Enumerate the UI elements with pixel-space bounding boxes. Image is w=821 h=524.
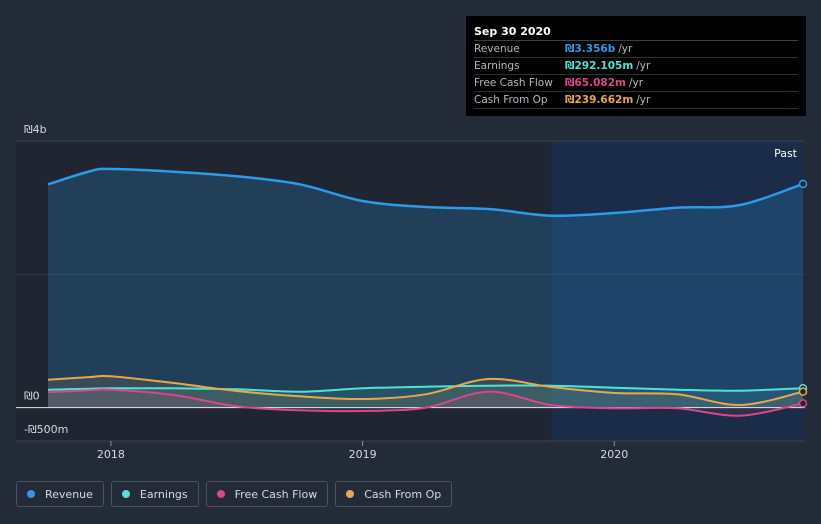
tooltip-label: Free Cash Flow xyxy=(474,77,553,89)
legend-item-cash-from-op[interactable]: Cash From Op xyxy=(335,481,453,507)
earnings-line xyxy=(47,384,804,393)
revenue-line xyxy=(47,167,804,218)
tooltip-label: Earnings xyxy=(474,60,520,72)
cash-from-op-line xyxy=(47,374,804,407)
tooltip-unit: /yr xyxy=(636,94,651,106)
tooltip-row-revenue: Revenue ₪3.356b /yr xyxy=(474,41,798,58)
x-tick-label: 2020 xyxy=(600,448,628,461)
tooltip-value: ₪3.356b xyxy=(565,43,616,55)
cash-from-op-endpoint xyxy=(798,387,808,396)
legend-item-free-cash-flow[interactable]: Free Cash Flow xyxy=(205,481,329,507)
tooltip-unit: /yr xyxy=(636,60,651,72)
cash-from-op-area xyxy=(48,375,803,408)
revenue-area xyxy=(48,168,803,408)
legend: Revenue Earnings Free Cash Flow Cash Fro… xyxy=(16,481,453,507)
legend-dot-icon xyxy=(346,490,355,498)
tooltip-row-cash-from-op: Cash From Op ₪239.662m /yr xyxy=(474,92,798,109)
tooltip: Sep 30 2020 Revenue ₪3.356b /yr Earnings… xyxy=(466,16,806,116)
tooltip-label: Revenue xyxy=(474,43,520,55)
tooltip-date: Sep 30 2020 xyxy=(474,24,798,41)
legend-dot-icon xyxy=(27,490,35,498)
x-tick-label: 2018 xyxy=(97,448,125,461)
y-tick-label: -₪500m xyxy=(24,423,68,436)
tooltip-value: ₪239.662m xyxy=(565,94,634,106)
tooltip-value: ₪65.082m xyxy=(565,77,626,89)
tooltip-label: Cash From Op xyxy=(474,94,548,106)
legend-label: Revenue xyxy=(45,487,93,501)
legend-label: Earnings xyxy=(139,487,188,501)
legend-label: Cash From Op xyxy=(364,487,442,501)
free-cash-flow-area xyxy=(48,389,803,416)
legend-dot-icon xyxy=(216,490,225,498)
tooltip-value: ₪292.105m xyxy=(565,60,634,72)
tooltip-row-free-cash-flow: Free Cash Flow ₪65.082m /yr xyxy=(474,75,798,92)
legend-dot-icon xyxy=(121,490,130,498)
x-tick-label: 2019 xyxy=(349,448,377,461)
legend-item-earnings[interactable]: Earnings xyxy=(110,481,199,507)
past-label: Past xyxy=(774,147,798,160)
y-tick-label: ₪0 xyxy=(24,390,40,403)
tooltip-unit: /yr xyxy=(628,77,644,89)
y-tick-label: ₪4b xyxy=(24,123,47,136)
legend-label: Free Cash Flow xyxy=(234,487,318,501)
revenue-endpoint xyxy=(798,179,808,189)
legend-item-revenue[interactable]: Revenue xyxy=(16,481,104,507)
tooltip-row-earnings: Earnings ₪292.105m /yr xyxy=(474,58,798,75)
free-cash-flow-endpoint xyxy=(798,399,808,408)
free-cash-flow-line xyxy=(47,388,804,417)
tooltip-unit: /yr xyxy=(618,43,633,55)
